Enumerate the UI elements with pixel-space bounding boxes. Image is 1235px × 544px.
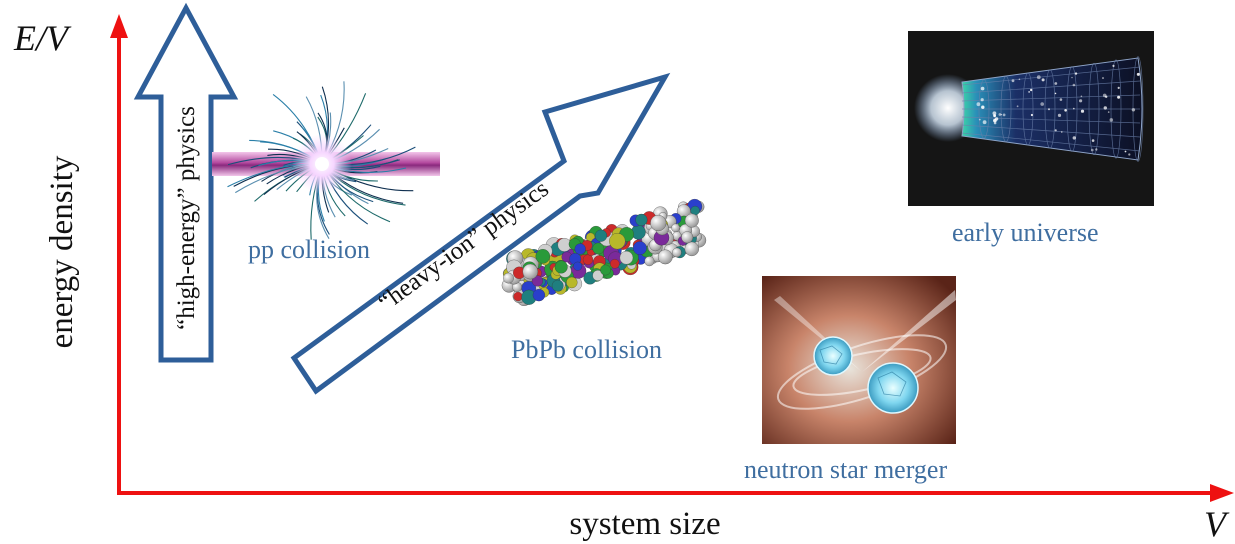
axes <box>110 14 1234 502</box>
x-axis-label: system size <box>569 506 720 542</box>
heavy-ion-arrow-outline <box>290 72 671 395</box>
high-energy-arrow: “high-energy” physics <box>133 2 239 363</box>
pbpb-collision-caption: PbPb collision <box>511 335 662 364</box>
neutron-star-merger-image <box>762 276 956 444</box>
y-axis-arrowhead <box>110 14 128 38</box>
high-energy-arrow-outline <box>133 2 239 363</box>
pp-collision-caption: pp collision <box>248 235 370 264</box>
x-axis-symbol: V <box>1204 504 1230 544</box>
pp-collision-image <box>212 81 440 240</box>
early-universe-caption: early universe <box>952 218 1099 247</box>
early-universe-image <box>908 31 1154 206</box>
x-axis-arrowhead <box>1210 484 1234 502</box>
high-energy-arrow-label: “high-energy” physics <box>173 106 200 330</box>
y-axis-symbol: E/V <box>13 18 72 58</box>
pbpb-collision-image <box>501 198 707 306</box>
y-axis-label: energy density <box>44 155 80 348</box>
neutron-star-merger-caption: neutron star merger <box>744 455 947 484</box>
